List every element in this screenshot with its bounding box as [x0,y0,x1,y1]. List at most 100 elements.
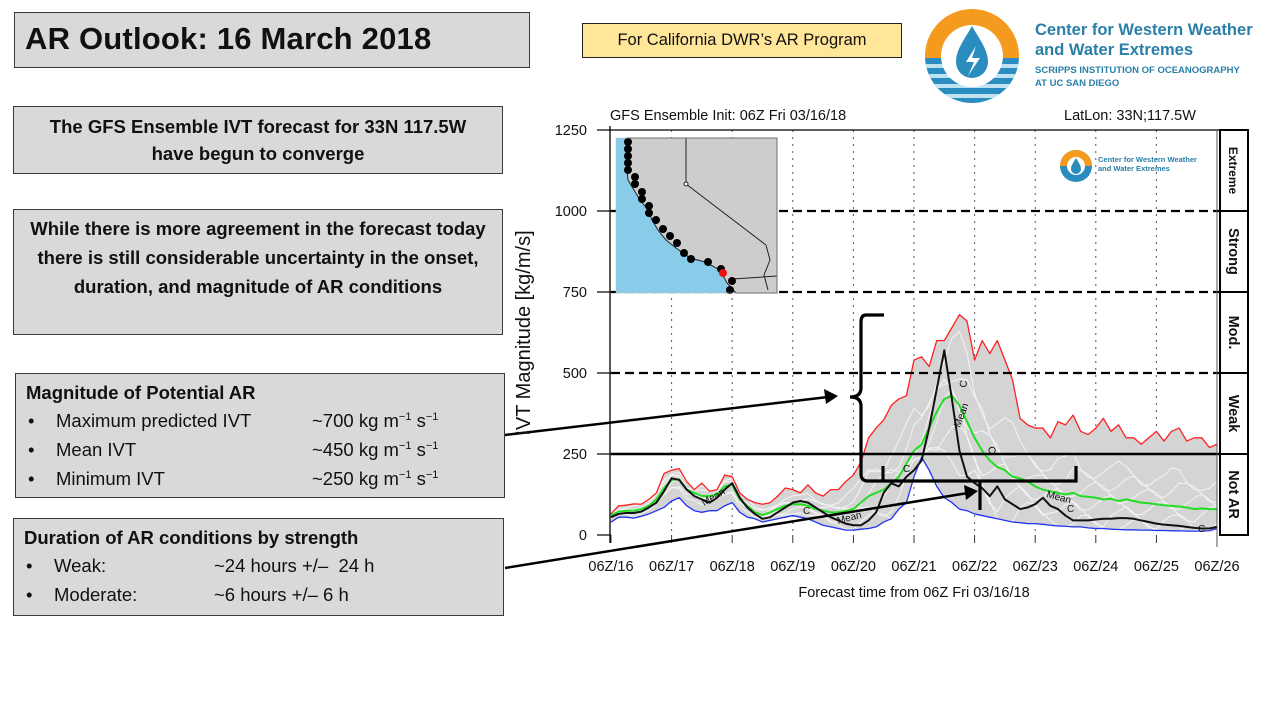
inset-ensemble-point [645,202,653,210]
y-tick-label: 500 [563,366,587,382]
inset-location-marker [719,269,727,277]
inset-ensemble-point [624,152,632,160]
x-tick-label: 06Z/22 [952,559,997,575]
bullet: • [28,439,35,460]
duration-label: Weak: [54,555,107,576]
watermark-droplet [1071,158,1081,174]
convergence-box: The GFS Ensemble IVT forecast for 33N 11… [13,106,503,174]
magnitude-item-max: • Maximum predicted IVT ~700 kg m−1 s−1 [26,406,494,435]
arrowhead-magnitude [824,389,838,404]
magnitude-value: ~250 kg m−1 s−1 [312,468,439,489]
cw3e-droplet-logo-icon [925,9,1019,103]
y-tick-label: 0 [579,528,587,544]
duration-value: ~24 hours +/– 24 h [214,555,375,576]
inset-ensemble-point [638,195,646,203]
inset-ensemble-point [631,173,639,181]
bullet: • [28,468,35,489]
x-tick-label: 06Z/16 [588,559,633,575]
inset-ensemble-point [680,249,688,257]
duration-item-weak: • Weak: ~24 hours +/– 24 h [24,551,493,580]
y-tick-label: 750 [563,285,587,301]
inset-ensemble-point [624,138,632,146]
logo-line-4: AT UC SAN DIEGO [1035,78,1120,89]
inset-ensemble-point [624,145,632,153]
arrowhead-duration [964,485,978,500]
inset-ensemble-point [624,166,632,174]
x-tick-label: 06Z/18 [710,559,755,575]
x-tick-label: 06Z/19 [770,559,815,575]
magnitude-value: ~450 kg m−1 s−1 [312,439,439,460]
duration-value: ~6 hours +/– 6 h [214,584,349,605]
x-tick-label: 06Z/20 [831,559,876,575]
inset-river-border [763,244,771,291]
duration-item-moderate: • Moderate: ~6 hours +/– 6 h [24,580,493,609]
category-label: Strong [1225,228,1241,275]
x-tick-label: 06Z/24 [1073,559,1118,575]
bullet: • [26,584,33,605]
duration-label: Moderate: [54,584,138,605]
magnitude-label: Maximum predicted IVT [56,410,252,431]
control-label: C [803,506,810,517]
inset-ensemble-point [726,286,734,294]
category-label: Weak [1225,395,1241,434]
chart-title: GFS Ensemble Init: 06Z Fri 03/16/18 [610,108,846,124]
chart-location: LatLon: 33N;117.5W [1064,108,1196,124]
control-label: C [985,446,997,455]
inset-ensemble-point [687,255,695,263]
series-ensemble-min [610,456,1218,532]
weak-range-bracket [849,313,1078,483]
program-label: For California DWR’s AR Program [582,23,902,58]
inset-ensemble-point [728,277,736,285]
control-label: C [958,379,970,388]
arrow-magnitude [504,395,829,437]
inset-ensemble-point [673,239,681,247]
x-tick-label: 06Z/21 [891,559,936,575]
category-box [1219,372,1249,455]
inset-ensemble-point [652,216,660,224]
convergence-text: The GFS Ensemble IVT forecast for 33N 11… [49,116,467,164]
x-tick-label: 06Z/17 [649,559,694,575]
inset-frame [615,137,778,294]
series-ensemble-max [610,314,1218,515]
category-label: Mod. [1225,316,1241,350]
magnitude-label: Mean IVT [56,439,137,460]
duration-heading: Duration of AR conditions by strength [24,527,359,548]
magnitude-heading: Magnitude of Potential AR [26,382,256,403]
magnitude-value: ~700 kg m−1 s−1 [312,410,439,431]
inset-mexico-border [732,275,778,280]
y-tick-label: 1250 [555,123,587,139]
inset-ensemble-point [624,159,632,167]
series-ensemble-mean [610,394,1217,517]
y-axis-label: IVT Magnitude [kg/m/s] [513,230,535,435]
inset-ensemble-point [631,180,639,188]
watermark-text: Center for Western Weather [1098,155,1197,164]
arrow-duration [504,491,969,570]
control-label: C [1198,524,1205,535]
inset-ensemble-point [666,232,674,240]
y-tick-label: 1000 [555,204,587,220]
page-title: AR Outlook: 16 March 2018 [25,21,432,56]
cw3e-logo: Center for Western Weather and Water Ext… [922,6,1272,106]
inset-marker-open [683,181,689,187]
x-tick-label: 06Z/26 [1194,559,1239,575]
ensemble-spread-area [611,314,1217,532]
x-tick-label: 06Z/23 [1013,559,1058,575]
magnitude-box: Magnitude of Potential AR • Maximum pred… [15,373,505,498]
category-box [1219,210,1249,293]
logo-line-3: SCRIPPS INSTITUTION OF OCEANOGRAPHY [1035,65,1240,76]
category-labels: Not AR Weak Mod. Strong Extreme [1219,129,1249,536]
logo-line-2: and Water Extremes [1035,41,1194,59]
watermark-text: and Water Extremes [1098,164,1170,173]
control-label: C [1067,504,1074,515]
logo-line-1: Center for Western Weather [1035,21,1253,39]
uncertainty-text: While there is more agreement in the for… [30,218,486,297]
category-label: Not AR [1225,470,1241,519]
inset-ensemble-point [704,258,712,266]
uncertainty-box: While there is more agreement in the for… [13,209,503,335]
duration-box: Duration of AR conditions by strength • … [13,518,504,616]
logo-institution: SCRIPPS INSTITUTION OF OCEANOGRAPHY AT U… [1035,64,1240,90]
category-label: Extreme [1226,147,1240,195]
